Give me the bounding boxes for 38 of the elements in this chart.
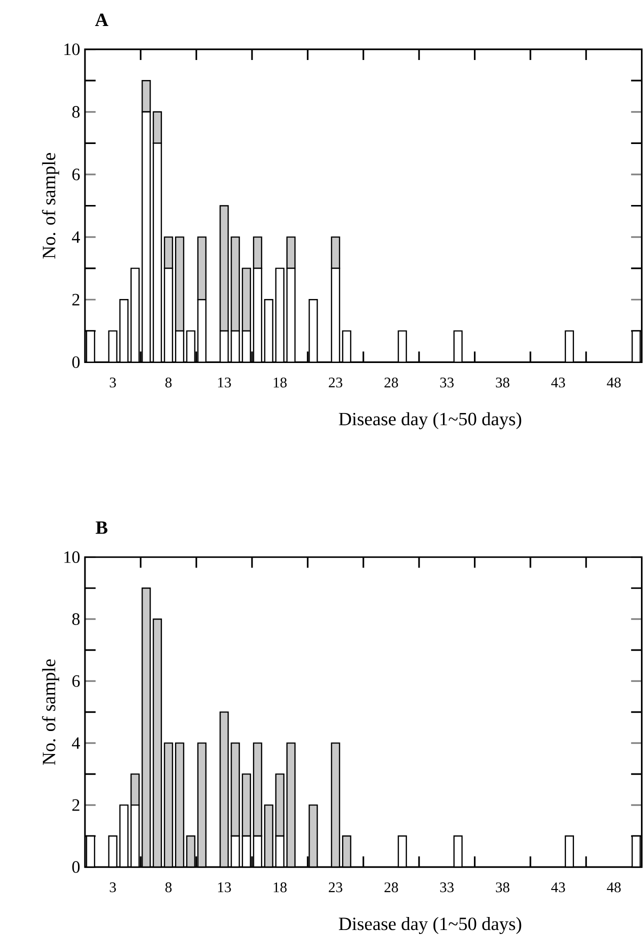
x-tick-label: 23 — [328, 378, 342, 388]
x-tick-label: 8 — [165, 882, 172, 892]
x-tick-label: 38 — [496, 378, 510, 388]
y-tick-label: 4 — [72, 737, 80, 749]
x-axis-title: Disease day (1~50 days) — [338, 412, 522, 430]
y-tick-label: 4 — [72, 231, 80, 243]
x-tick-label: 48 — [606, 882, 621, 892]
x-tick-label: 48 — [606, 378, 621, 388]
x-tick-label: 13 — [218, 882, 232, 892]
x-tick-label: 43 — [551, 882, 566, 892]
y-tick-label: 6 — [72, 168, 80, 180]
y-axis-title: No. of sample — [42, 659, 60, 765]
y-tick-label: 10 — [64, 43, 80, 56]
x-tick-label: 18 — [274, 882, 287, 892]
x-tick-label: 18 — [274, 378, 287, 388]
y-axis-title: No. of sample — [42, 153, 60, 259]
y-tick-label: 8 — [72, 613, 80, 625]
x-tick-label: 38 — [496, 882, 510, 892]
x-tick-label: 33 — [440, 378, 454, 388]
x-axis-title: Disease day (1~50 days) — [338, 917, 522, 934]
y-tick-label: 6 — [72, 675, 80, 687]
x-tick-label: 3 — [110, 882, 116, 892]
y-tick-label: 8 — [72, 106, 80, 118]
x-tick-label: 13 — [218, 378, 232, 388]
x-tick-label: 33 — [440, 882, 454, 892]
x-tick-label: 23 — [328, 882, 342, 892]
chart-title: A — [95, 14, 108, 26]
x-tick-label: 28 — [384, 378, 398, 388]
y-tick-label: 10 — [64, 551, 80, 563]
y-tick-label: 0 — [72, 861, 80, 873]
y-tick-label: 2 — [72, 799, 80, 811]
x-tick-label: 8 — [165, 378, 172, 388]
x-tick-label: 3 — [110, 378, 116, 388]
chart-title: B — [96, 521, 108, 534]
y-tick-label: 0 — [72, 356, 80, 368]
x-tick-label: 28 — [384, 882, 398, 892]
y-tick-label: 2 — [72, 294, 80, 306]
x-tick-label: 43 — [551, 378, 566, 388]
